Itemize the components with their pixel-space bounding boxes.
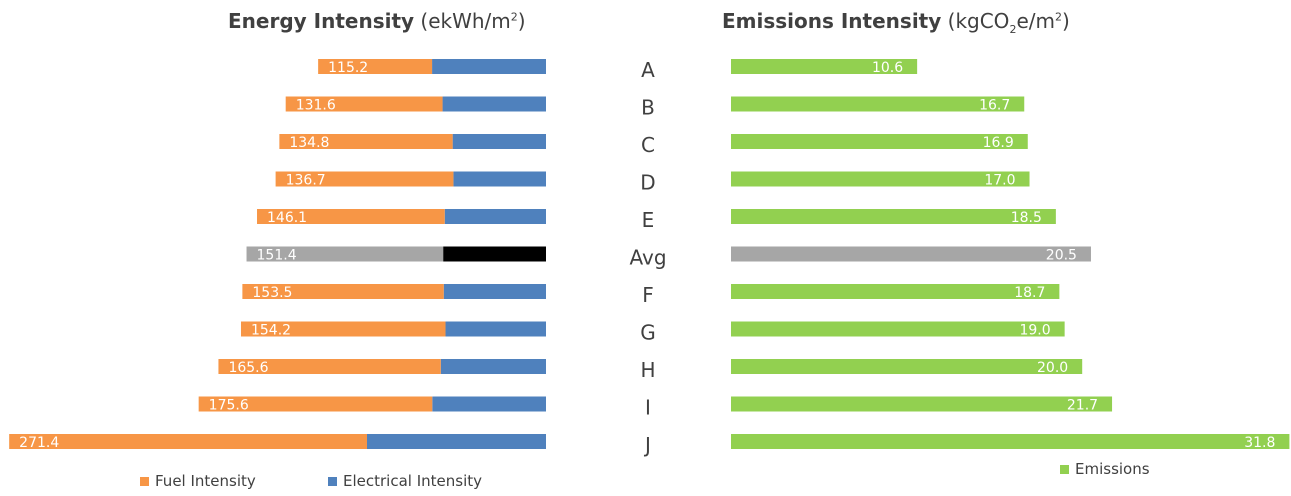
energy-total-label-j: 271.4: [19, 435, 59, 451]
electrical-bar-avg: [443, 246, 546, 262]
category-label-i: I: [645, 396, 651, 420]
electrical-bar-e: [444, 209, 546, 224]
category-label-avg: Avg: [629, 246, 666, 270]
category-label-j: J: [643, 433, 651, 457]
emissions-bar-i: [731, 396, 1113, 412]
legend-electrical-intensity: Electrical Intensity: [328, 472, 482, 490]
legend-fuel-swatch: [140, 476, 149, 486]
emissions-bar-a: [731, 59, 918, 74]
emissions-bar-b: [731, 96, 1025, 112]
energy-total-label-f: 153.5: [252, 285, 292, 301]
legend-fuel-intensity: Fuel Intensity: [140, 472, 256, 490]
electrical-bar-c: [452, 134, 546, 149]
electrical-bar-i: [432, 396, 546, 412]
legend-emissions: Emissions: [1060, 460, 1150, 478]
energy-total-label-a: 115.2: [328, 60, 368, 76]
category-label-a: A: [641, 58, 655, 82]
fuel-bar-avg: [246, 246, 444, 262]
emissions-chart-title: Emissions Intensity (kgCO2e/m2): [722, 9, 1070, 36]
emissions-value-label-j: 31.8: [1244, 435, 1275, 451]
electrical-bar-g: [445, 321, 546, 337]
electrical-bar-h: [440, 359, 546, 374]
legend-electrical-label: Electrical Intensity: [343, 472, 482, 490]
category-label-c: C: [641, 133, 655, 157]
emissions-value-label-a: 10.6: [872, 60, 903, 76]
category-label-g: G: [640, 321, 656, 345]
emissions-bar-e: [731, 209, 1056, 224]
emissions-value-label-g: 19.0: [1019, 323, 1050, 339]
fuel-bar-a: [318, 59, 433, 74]
emissions-value-label-e: 18.5: [1011, 210, 1042, 226]
electrical-bar-b: [442, 96, 546, 112]
emissions-value-label-b: 16.7: [979, 98, 1010, 114]
fuel-bar-h: [218, 359, 441, 374]
emissions-bar-j: [731, 434, 1290, 449]
electrical-bar-d: [453, 171, 546, 187]
emissions-bar-c: [731, 134, 1028, 149]
category-label-h: H: [640, 358, 655, 382]
legend-emissions-swatch: [1060, 464, 1069, 474]
emissions-bar-f: [731, 284, 1060, 299]
emissions-bar-g: [731, 321, 1065, 337]
energy-total-label-avg: 151.4: [257, 248, 297, 264]
energy-total-label-c: 134.8: [289, 135, 329, 151]
fuel-bar-f: [242, 284, 444, 299]
energy-total-label-b: 131.6: [296, 98, 336, 114]
fuel-bar-g: [240, 321, 446, 337]
fuel-bar-c: [279, 134, 453, 149]
fuel-bar-d: [275, 171, 454, 187]
emissions-value-label-d: 17.0: [984, 173, 1015, 189]
category-label-f: F: [642, 283, 654, 307]
energy-total-label-h: 165.6: [228, 360, 268, 376]
category-label-e: E: [642, 208, 655, 232]
emissions-value-label-c: 16.9: [983, 135, 1014, 151]
legend-emissions-label: Emissions: [1075, 460, 1150, 478]
emissions-value-label-i: 21.7: [1067, 398, 1098, 414]
energy-total-label-g: 154.2: [251, 323, 291, 339]
legend-fuel-label: Fuel Intensity: [155, 472, 256, 490]
category-label-b: B: [641, 96, 655, 120]
fuel-bar-j: [9, 434, 367, 449]
fuel-bar-e: [257, 209, 445, 224]
category-label-d: D: [640, 171, 655, 195]
legend-electrical-swatch: [328, 476, 337, 486]
fuel-bar-i: [198, 396, 433, 412]
fuel-bar-b: [285, 96, 443, 112]
electrical-bar-j: [366, 434, 546, 449]
emissions-value-label-f: 18.7: [1014, 285, 1045, 301]
electrical-bar-a: [432, 59, 546, 74]
emissions-value-label-h: 20.0: [1037, 360, 1068, 376]
energy-total-label-i: 175.6: [209, 398, 249, 414]
energy-chart-title: Energy Intensity (ekWh/m2): [228, 9, 526, 33]
energy-total-label-d: 136.7: [286, 173, 326, 189]
emissions-bar-d: [731, 171, 1030, 187]
emissions-bar-h: [731, 359, 1083, 374]
emissions-value-label-avg: 20.5: [1046, 248, 1077, 264]
energy-total-label-e: 146.1: [267, 210, 307, 226]
emissions-bar-avg: [731, 246, 1091, 262]
electrical-bar-f: [443, 284, 546, 299]
